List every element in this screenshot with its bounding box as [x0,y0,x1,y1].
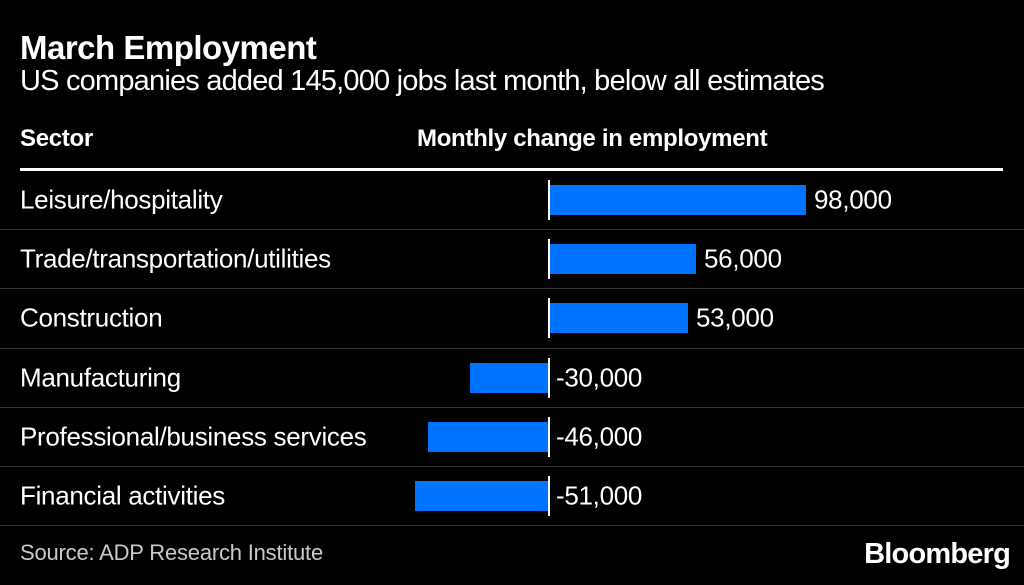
value-label: -30,000 [556,362,643,393]
sector-label: Trade/transportation/utilities [20,243,331,274]
chart-title: March Employment [20,29,317,66]
table-row: Leisure/hospitality 98,000 [0,171,1024,231]
header-rule [20,168,1003,171]
value-label: -51,000 [556,480,643,511]
source-note: Source: ADP Research Institute [20,540,323,565]
zero-axis-tick [548,476,550,517]
column-header-sector: Sector [20,125,93,152]
zero-axis-tick [548,239,550,280]
sector-label: Manufacturing [20,362,181,393]
column-header-measure: Monthly change in employment [417,125,768,152]
sector-label: Professional/business services [20,421,367,452]
table-row: Professional/business services -46,000 [0,408,1024,467]
chart-subtitle: US companies added 145,000 jobs last mon… [20,65,825,97]
value-label: 98,000 [814,184,892,215]
table-row: Construction 53,000 [0,289,1024,349]
table-row: Manufacturing -30,000 [0,349,1024,408]
bar [428,421,548,452]
zero-axis-tick [548,298,550,339]
zero-axis-tick [548,357,550,398]
bloomberg-logo: Bloomberg [864,538,1011,570]
sector-label: Financial activities [20,480,225,511]
bar [550,303,688,334]
sector-label: Construction [20,302,163,333]
bar [415,481,548,512]
zero-axis-tick [548,416,550,457]
table-row: Financial activities -51,000 [0,467,1024,527]
value-label: 56,000 [704,243,782,274]
value-label: -46,000 [556,421,643,452]
bar [550,185,806,216]
zero-axis-tick [548,180,550,221]
bar [550,244,696,275]
bar [470,362,548,393]
table-row: Trade/transportation/utilities 56,000 [0,230,1024,290]
sector-label: Leisure/hospitality [20,184,223,215]
value-label: 53,000 [696,302,774,333]
bar-rows: Leisure/hospitality 98,000 Trade/transport… [0,171,1024,527]
